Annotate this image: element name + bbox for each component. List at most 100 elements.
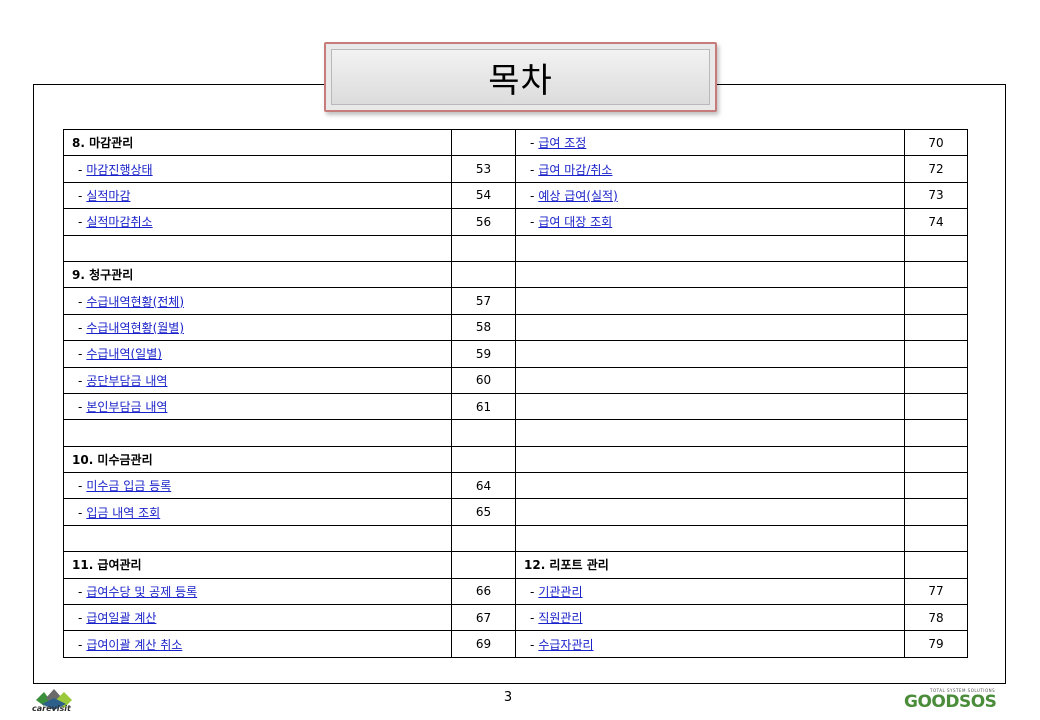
toc-page-number: 79 xyxy=(904,630,968,658)
page-title: 목차 xyxy=(331,49,710,105)
toc-row: - 공단부담금 내역 60 xyxy=(63,366,968,394)
toc-entry-bullet: - xyxy=(530,215,535,230)
carevisit-logo-text: carevisit xyxy=(32,704,71,713)
toc-page-number: 54 xyxy=(451,181,516,210)
toc-page-number: 58 xyxy=(451,313,516,342)
toc-row: - 실적마감취소 56- 급여 대장 조회 74 xyxy=(63,208,968,236)
toc-entry: - 직원관리 xyxy=(515,604,905,632)
toc-entry-link[interactable]: 실적마감취소 xyxy=(86,215,153,230)
toc-entry-link[interactable]: 수급내역(일별) xyxy=(86,347,162,362)
toc-empty-cell xyxy=(515,234,905,262)
toc-entry: - 수급내역현황(월별) xyxy=(63,313,452,342)
toc-entry-link[interactable]: 급여 대장 조회 xyxy=(538,215,613,230)
toc-row: - 수급내역현황(전체) 57 xyxy=(63,287,968,315)
toc-empty-cell xyxy=(63,419,452,447)
toc-empty-cell xyxy=(515,498,905,526)
toc-entry: - 입금 내역 조회 xyxy=(63,498,452,526)
toc-entry-link[interactable]: 마감진행상태 xyxy=(86,162,153,177)
toc-section-header: 12. 리포트 관리 xyxy=(515,551,905,579)
title-banner: 목차 xyxy=(324,42,717,112)
toc-entry-link[interactable]: 수급내역현황(전체) xyxy=(86,294,185,309)
toc-entry-bullet: - xyxy=(530,162,535,177)
toc-page-number: 61 xyxy=(451,392,516,421)
toc-page-cell xyxy=(451,128,516,157)
toc-empty-cell xyxy=(515,419,905,447)
toc-empty-cell xyxy=(515,445,905,474)
toc-page-cell xyxy=(451,551,516,579)
toc-entry-link[interactable]: 급여 마감/취소 xyxy=(538,162,613,177)
toc-entry-bullet: - xyxy=(530,136,535,151)
toc-empty-cell xyxy=(515,366,905,394)
toc-section-header: 10. 미수금관리 xyxy=(63,445,452,474)
toc-empty-cell xyxy=(904,313,968,342)
toc-row: - 미수금 입금 등록 64 xyxy=(63,472,968,500)
toc-row: - 수급내역(일별) 59 xyxy=(63,340,968,368)
toc-page-number: 72 xyxy=(904,155,968,183)
toc-entry-link[interactable]: 수급내역현황(월별) xyxy=(86,320,185,335)
toc-entry: - 기관관리 xyxy=(515,577,905,606)
toc-body: 8. 마감관리 - 급여 조정 70- 마감진행상태 53- 급여 마감/취소 72- 실적마감… xyxy=(63,128,968,658)
toc-entry-link[interactable]: 급여 조정 xyxy=(538,136,587,151)
toc-empty-cell xyxy=(904,260,968,289)
toc-empty-cell xyxy=(904,524,968,553)
toc-empty-cell xyxy=(63,524,452,553)
toc-entry-bullet: - xyxy=(78,611,83,626)
toc-entry: - 마감진행상태 xyxy=(63,155,452,183)
toc-entry-link[interactable]: 기관관리 xyxy=(538,584,583,599)
toc-entry-link[interactable]: 급여일괄 계산 xyxy=(86,611,157,626)
toc-row: - 마감진행상태 53- 급여 마감/취소 72 xyxy=(63,155,968,183)
toc-entry-bullet: - xyxy=(78,294,83,309)
goodsos-logo-text: GOODSOS xyxy=(904,692,997,712)
toc-page-number: 70 xyxy=(904,128,968,157)
toc-entry-link[interactable]: 직원관리 xyxy=(538,611,583,626)
toc-empty-cell xyxy=(904,472,968,500)
toc-entry-link[interactable]: 예상 급여(실적) xyxy=(538,188,618,203)
toc-entry-bullet: - xyxy=(530,584,535,599)
toc-entry-link[interactable]: 실적마감 xyxy=(86,188,131,203)
toc-entry-link[interactable]: 입금 내역 조회 xyxy=(86,505,161,520)
toc-entry: - 급여 마감/취소 xyxy=(515,155,905,183)
toc-entry-bullet: - xyxy=(78,505,83,520)
toc-entry: - 급여 대장 조회 xyxy=(515,208,905,236)
toc-entry-link[interactable]: 급여이괄 계산 취소 xyxy=(86,637,183,652)
toc-row: - 본인부담금 내역 61 xyxy=(63,392,968,421)
toc-entry-bullet: - xyxy=(78,162,83,177)
toc-entry: - 수급자관리 xyxy=(515,630,905,658)
toc-empty-cell xyxy=(904,419,968,447)
toc-row xyxy=(63,524,968,553)
toc-entry-link[interactable]: 급여수당 및 공제 등록 xyxy=(86,584,198,599)
toc-entry-link[interactable]: 본인부담금 내역 xyxy=(86,400,168,415)
toc-empty-cell xyxy=(63,234,452,262)
toc-row: 11. 급여관리 12. 리포트 관리 xyxy=(63,551,968,579)
toc-entry: - 미수금 입금 등록 xyxy=(63,472,452,500)
toc-entry: - 본인부담금 내역 xyxy=(63,392,452,421)
toc-empty-cell xyxy=(904,340,968,368)
toc-row xyxy=(63,234,968,262)
toc-section-header: 11. 급여관리 xyxy=(63,551,452,579)
toc-empty-cell xyxy=(904,287,968,315)
toc-entry-bullet: - xyxy=(530,188,535,203)
page-number: 3 xyxy=(503,690,513,705)
toc-row: - 실적마감 54- 예상 급여(실적) 73 xyxy=(63,181,968,210)
toc-entry-link[interactable]: 공단부담금 내역 xyxy=(86,373,168,388)
toc-section-header: 8. 마감관리 xyxy=(63,128,452,157)
goodsos-logo-tagline: TOTAL SYSTEM SOLUTIONS xyxy=(930,688,996,693)
toc-page-number: 59 xyxy=(451,340,516,368)
toc-entry-bullet: - xyxy=(78,188,83,203)
toc-row: 10. 미수금관리 xyxy=(63,445,968,474)
toc-page-number: 53 xyxy=(451,155,516,183)
toc-empty-cell xyxy=(515,313,905,342)
toc-entry-link[interactable]: 수급자관리 xyxy=(538,637,594,652)
toc-entry-bullet: - xyxy=(78,584,83,599)
toc-row: - 급여수당 및 공제 등록 66- 기관관리 77 xyxy=(63,577,968,606)
toc-page-number: 57 xyxy=(451,287,516,315)
toc-entry-bullet: - xyxy=(78,637,83,652)
toc-entry-bullet: - xyxy=(78,215,83,230)
toc-page-number: 67 xyxy=(451,604,516,632)
toc-empty-cell xyxy=(515,287,905,315)
toc-empty-cell xyxy=(451,234,516,262)
toc-entry: - 실적마감취소 xyxy=(63,208,452,236)
toc-empty-cell xyxy=(515,260,905,289)
toc-empty-cell xyxy=(451,524,516,553)
toc-entry-link[interactable]: 미수금 입금 등록 xyxy=(86,479,172,494)
